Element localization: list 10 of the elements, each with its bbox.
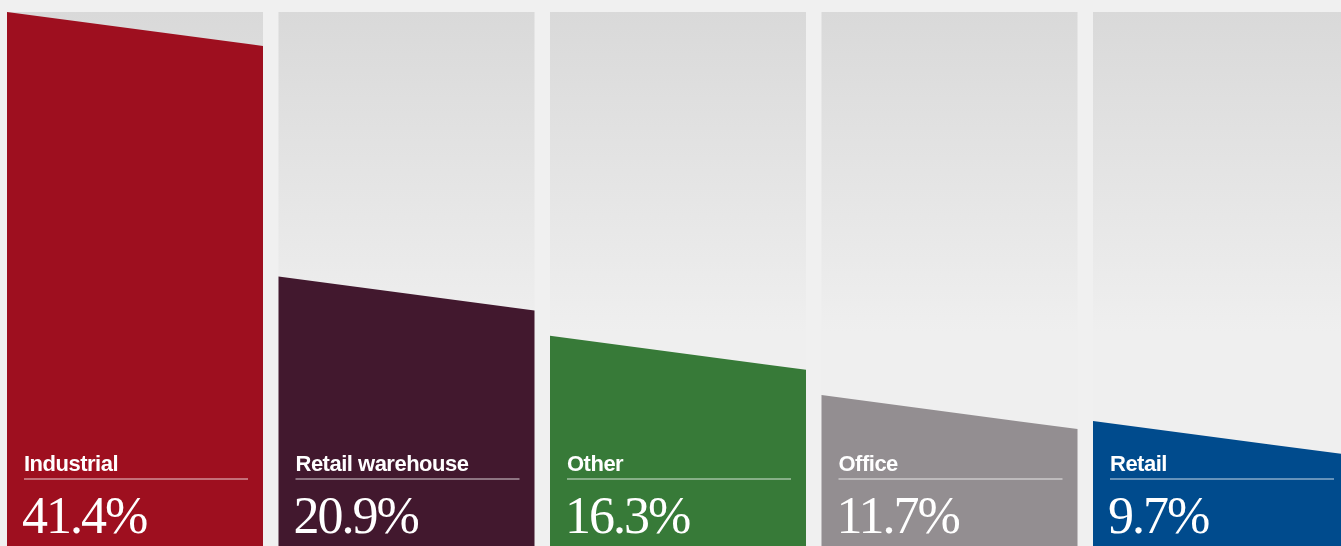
x-tick-label: Retail <box>1110 451 1167 476</box>
data-label: 20.9% <box>293 487 419 544</box>
x-tick-label: Office <box>838 451 899 476</box>
x-tick-label: Retail warehouse <box>295 451 469 476</box>
data-label: 11.7% <box>836 487 960 544</box>
x-tick-label: Other <box>567 451 625 476</box>
data-label: 9.7% <box>1108 487 1209 544</box>
x-tick-label: Industrial <box>24 451 119 476</box>
data-label: 16.3% <box>565 487 690 544</box>
data-label: 41.4% <box>22 487 147 544</box>
